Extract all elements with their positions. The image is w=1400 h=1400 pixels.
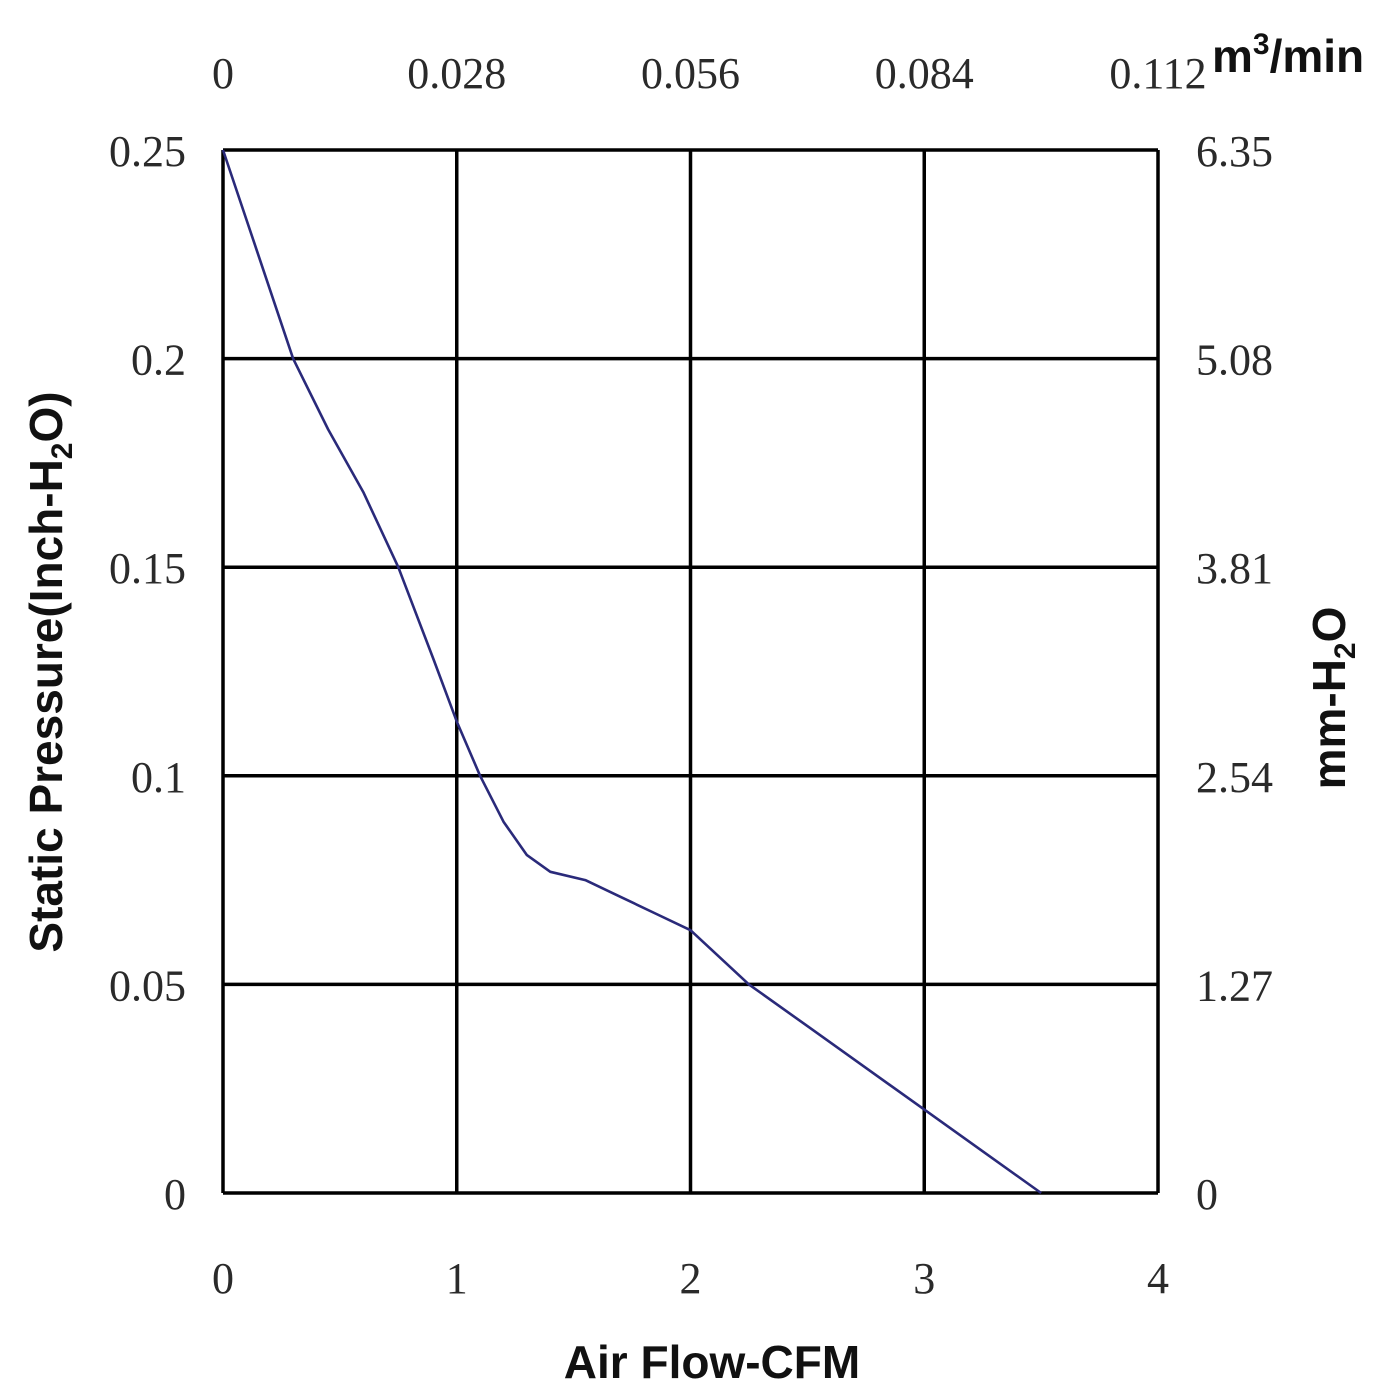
series-line (221, 149, 1042, 1195)
x-tick-label: 2 (680, 1254, 702, 1303)
top-axis-tick-label: 0.112 (1109, 49, 1206, 98)
y-axis-title-main: Static Pressure(Inch-H (20, 459, 72, 952)
right-axis-title-main: mm-H (1303, 659, 1355, 789)
x-tick-label: 4 (1147, 1254, 1169, 1303)
right-axis-tick-label: 2.54 (1196, 753, 1273, 802)
top-axis-tick-label: 0.056 (641, 49, 740, 98)
right-axis-tick-labels: 0 1.27 2.54 3.81 5.08 6.35 (1196, 127, 1273, 1219)
right-axis-tick-label: 5.08 (1196, 336, 1273, 385)
x-tick-label: 0 (212, 1254, 234, 1303)
right-axis-tick-label: 6.35 (1196, 127, 1273, 176)
x-tick-label: 3 (913, 1254, 935, 1303)
right-axis-tick-label: 3.81 (1196, 544, 1273, 593)
y-tick-label: 0.2 (131, 336, 186, 385)
x-tick-labels: 0 1 2 3 4 (212, 1254, 1169, 1303)
right-axis-title-end: O (1303, 607, 1355, 643)
x-axis-title: Air Flow-CFM (564, 1336, 860, 1388)
y-tick-label: 0.1 (131, 753, 186, 802)
top-axis-tick-label: 0.084 (875, 49, 974, 98)
y-axis-title: Static Pressure(Inch-H2O) (20, 391, 79, 952)
top-axis-unit: m3/min (1212, 28, 1364, 82)
top-axis-unit-end: /min (1270, 30, 1365, 82)
top-axis-unit-main: m (1212, 30, 1253, 82)
y-tick-label: 0.15 (109, 544, 186, 593)
right-axis-tick-label: 1.27 (1196, 961, 1273, 1010)
top-axis-tick-label: 0 (212, 49, 234, 98)
right-axis-tick-label: 0 (1196, 1170, 1218, 1219)
right-axis-title: mm-H2O (1303, 607, 1362, 790)
top-axis-unit-sup: 3 (1253, 28, 1270, 61)
y-tick-label: 0.25 (109, 127, 186, 176)
y-axis-title-sub: 2 (46, 443, 79, 460)
grid (221, 148, 1160, 1195)
y-tick-label: 0.05 (109, 961, 186, 1010)
y-axis-title-end: O) (20, 391, 72, 442)
top-axis-tick-label: 0.028 (407, 49, 506, 98)
top-axis-tick-labels: 0 0.028 0.056 0.084 0.112 (212, 49, 1207, 98)
y-tick-label: 0 (164, 1170, 186, 1219)
y-tick-labels: 0 0.05 0.1 0.15 0.2 0.25 (109, 127, 186, 1219)
x-tick-label: 1 (446, 1254, 468, 1303)
right-axis-title-sub: 2 (1329, 642, 1362, 659)
